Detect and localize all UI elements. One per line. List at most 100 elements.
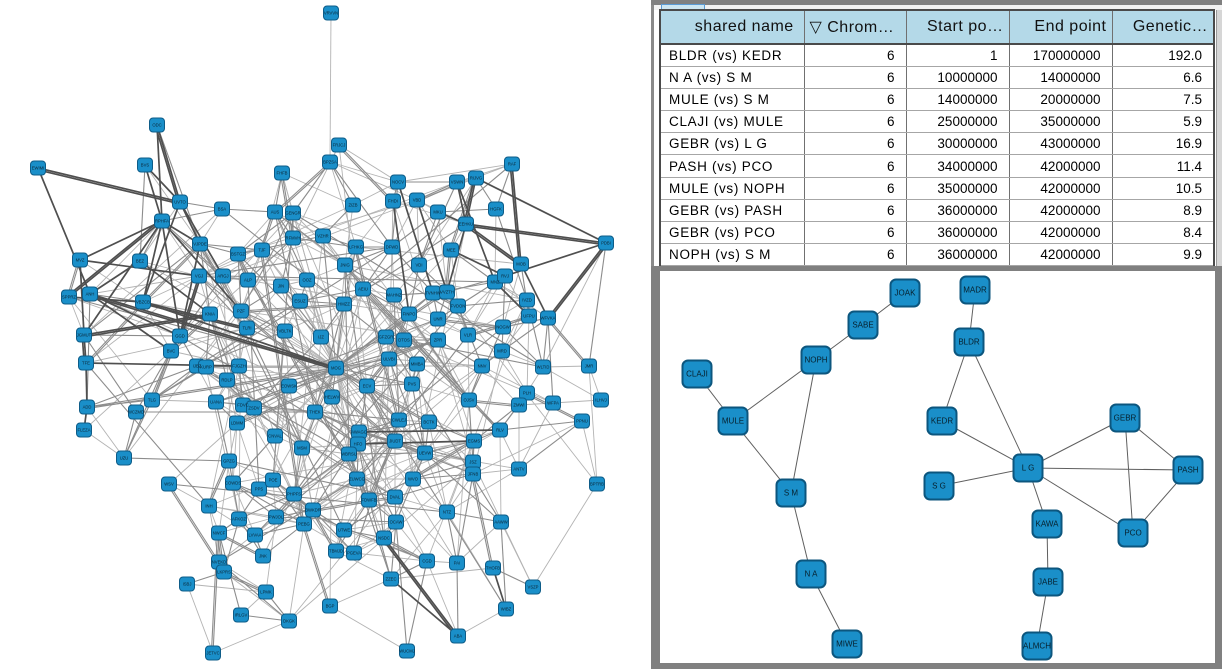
svg-text:GEBR: GEBR (1114, 414, 1137, 423)
svg-text:JGMUT: JGMUT (77, 333, 92, 338)
svg-text:S M: S M (784, 489, 799, 498)
svg-text:TLRI: TLRI (242, 326, 251, 331)
svg-text:MADR: MADR (963, 286, 987, 295)
svg-text:WSV: WSV (164, 482, 174, 487)
svg-text:AFKOZ: AFKOZ (232, 517, 246, 522)
svg-text:NOCV: NOCV (392, 180, 404, 185)
svg-text:JOAK: JOAK (895, 289, 917, 298)
svg-text:VGJ: VGJ (195, 274, 203, 279)
svg-text:ANH: ANH (86, 292, 95, 297)
svg-text:TBMJD: TBMJD (329, 549, 343, 554)
svg-text:MSM: MSM (297, 446, 307, 451)
svg-text:JNK: JNK (259, 554, 267, 559)
svg-text:UNR: UNR (433, 317, 442, 322)
svg-text:BEZ: BEZ (136, 259, 145, 264)
svg-text:ILHVJ: ILHVJ (595, 398, 606, 403)
svg-text:MMBA: MMBA (411, 362, 424, 367)
svg-text:EOWSK: EOWSK (281, 384, 297, 389)
svg-text:PASH: PASH (1177, 466, 1198, 475)
svg-text:WIBZ: WIBZ (501, 607, 512, 612)
svg-text:JMR: JMR (585, 364, 594, 369)
svg-text:OOZ: OOZ (302, 278, 312, 283)
svg-text:SPPRZ: SPPRZ (62, 295, 76, 300)
svg-text:TVNHW: TVNHW (425, 291, 440, 296)
svg-text:LFHKG: LFHKG (349, 245, 363, 250)
svg-text:AUS: AUS (271, 210, 280, 215)
svg-text:BPZSA: BPZSA (323, 160, 337, 165)
svg-text:JIN: JIN (278, 284, 284, 289)
svg-text:MULE: MULE (722, 417, 744, 426)
svg-text:ABA: ABA (454, 634, 463, 639)
svg-text:MEE: MEE (446, 248, 455, 253)
svg-text:NOGW: NOGW (496, 325, 510, 330)
svg-text:MIWE: MIWE (836, 640, 858, 649)
svg-text:VBLTK: VBLTK (279, 329, 292, 334)
svg-text:PVS: PVS (408, 382, 417, 387)
svg-text:S G: S G (932, 482, 946, 491)
svg-text:BWKDR: BWKDR (305, 508, 321, 513)
svg-text:JETVC: JETVC (206, 651, 219, 656)
svg-text:EWIMI: EWIMI (32, 166, 45, 171)
svg-text:EGMS: EGMS (468, 439, 481, 444)
svg-text:ZSDV: ZSDV (248, 406, 259, 411)
svg-text:WVO: WVO (408, 477, 419, 482)
svg-text:RLV: RLV (496, 428, 504, 433)
svg-text:THOFB: THOFB (486, 566, 500, 571)
svg-text:N A: N A (805, 570, 819, 579)
svg-text:GPZG: GPZG (223, 459, 235, 464)
svg-text:FJGZH: FJGZH (232, 364, 246, 369)
svg-text:MVZ: MVZ (76, 258, 85, 263)
svg-text:MNZ: MNZ (490, 280, 500, 285)
svg-text:RFMVH: RFMVH (286, 236, 301, 241)
svg-text:NTZ: NTZ (443, 510, 452, 515)
svg-text:IVZD: IVZD (522, 298, 532, 303)
svg-text:VVZTH: VVZTH (440, 290, 454, 295)
svg-text:TLG: TLG (148, 398, 156, 403)
svg-text:NVEKD: NVEKD (212, 560, 226, 565)
svg-text:OJSV: OJSV (464, 398, 475, 403)
svg-text:UEVW: UEVW (419, 451, 432, 456)
svg-text:KURP: KURP (200, 365, 212, 370)
svg-text:MRD: MRD (497, 349, 507, 354)
svg-text:ISBJ: ISBJ (183, 582, 192, 587)
svg-text:MAHNZ: MAHNZ (387, 293, 402, 298)
svg-text:WCZMD: WCZMD (128, 410, 144, 415)
svg-text:COWDS: COWDS (225, 481, 241, 486)
svg-text:ZIZB: ZIZB (348, 203, 357, 208)
svg-text:FINPO: FINPO (403, 312, 417, 317)
svg-text:LDMM: LDMM (231, 421, 244, 426)
svg-text:RVJ: RVJ (501, 274, 509, 279)
svg-text:NNV: NNV (478, 364, 487, 369)
svg-text:VJPDE: VJPDE (193, 242, 207, 247)
svg-text:PCO: PCO (1124, 529, 1141, 538)
svg-text:UVTO: UVTO (174, 200, 186, 205)
svg-text:WLTID: WLTID (537, 365, 550, 370)
svg-text:MOG: MOG (331, 366, 341, 371)
svg-text:NWCF: NWCF (213, 531, 226, 536)
svg-text:AAWW: AAWW (494, 520, 507, 525)
svg-text:TJF: TJF (258, 248, 266, 253)
svg-text:GGD: GGD (175, 334, 185, 339)
svg-text:INH: INH (205, 504, 212, 509)
svg-text:PAI: PAI (454, 561, 460, 566)
svg-text:ECV: ECV (363, 384, 372, 389)
svg-text:PHPFS: PHPFS (287, 492, 301, 497)
svg-text:FVDON: FVDON (451, 304, 466, 309)
svg-text:PPNU: PPNU (576, 419, 588, 424)
svg-text:CNVAL: CNVAL (268, 434, 282, 439)
svg-text:LKPRS: LKPRS (217, 570, 231, 575)
svg-text:HFO: HFO (354, 442, 364, 447)
svg-text:POE: POE (269, 478, 278, 483)
svg-text:ADD: ADD (83, 405, 92, 410)
svg-text:ANTV: ANTV (513, 467, 524, 472)
svg-text:CGD: CGD (422, 559, 431, 564)
svg-text:PDBI: PDBI (601, 241, 611, 246)
svg-text:KEDR: KEDR (931, 417, 953, 426)
svg-text:RPHFA: RPHFA (155, 219, 169, 224)
svg-text:GFZGR: GFZGR (379, 335, 394, 340)
svg-text:IJZ: IJZ (318, 335, 324, 340)
svg-text:VBD: VBD (413, 198, 422, 203)
svg-text:VSZP: VSZP (528, 585, 539, 590)
svg-text:DTOS: DTOS (398, 338, 410, 343)
svg-text:WBRSU: WBRSU (341, 452, 357, 457)
